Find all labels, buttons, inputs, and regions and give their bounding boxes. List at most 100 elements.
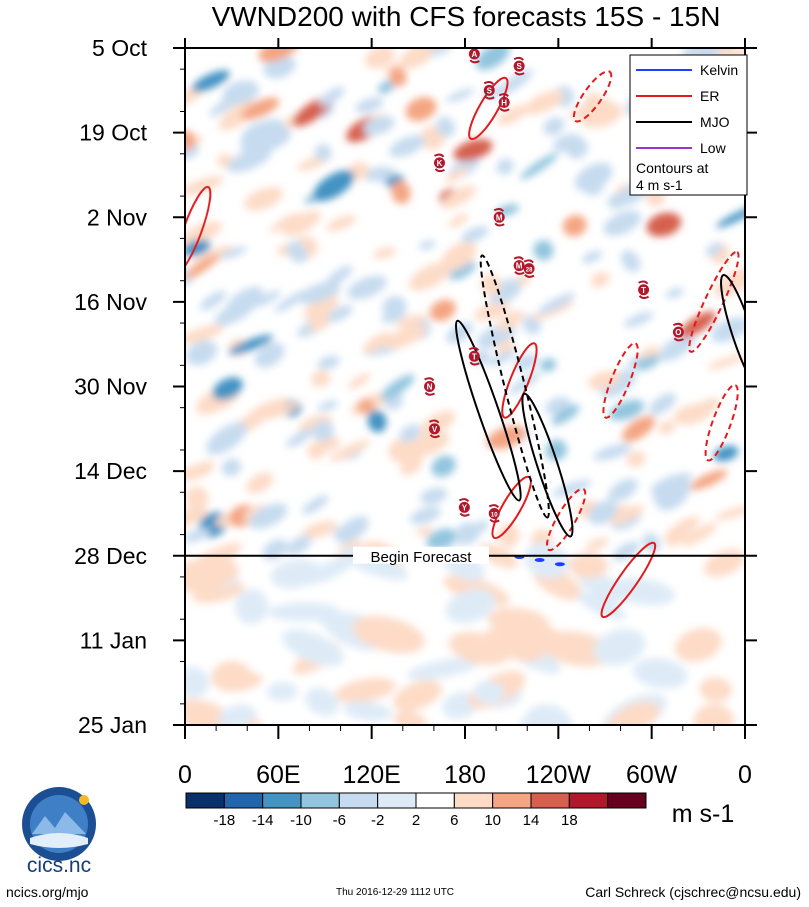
anomaly-blob — [335, 677, 396, 703]
storm-dot — [433, 157, 445, 169]
colorbar-label: 10 — [484, 812, 501, 829]
anomaly-blob — [185, 340, 218, 366]
colorbar-cell — [300, 792, 340, 809]
anomaly-blob — [496, 104, 529, 126]
footer-url[interactable]: ncics.org/mjo — [6, 884, 89, 900]
anomaly-blob — [436, 116, 456, 138]
storm-swirl — [468, 347, 480, 366]
anomaly-blob — [699, 677, 732, 702]
storm-swirl — [424, 377, 435, 396]
anomaly-blob — [713, 445, 739, 462]
anomaly-blob — [352, 615, 425, 654]
anomaly-blob — [363, 116, 395, 136]
anomaly-blob — [357, 398, 374, 414]
anomaly-blob — [608, 701, 660, 725]
anomaly-blob — [441, 185, 476, 209]
anomaly-blob — [496, 158, 514, 175]
anomaly-blob — [405, 97, 437, 122]
colorbar-cell — [338, 792, 379, 809]
anomaly-blob — [562, 215, 587, 237]
anomaly-blob — [254, 342, 285, 368]
y-tick-label: 25 Jan — [78, 712, 147, 738]
anomaly-blob — [621, 505, 645, 520]
anomaly-blob — [185, 557, 239, 592]
er-contour — [688, 250, 740, 353]
anomaly-blob — [540, 358, 557, 372]
anomaly-blob — [395, 314, 427, 328]
colorbar-cell — [568, 792, 609, 809]
storm-marker: T — [468, 347, 480, 366]
forecast-label-bg — [353, 546, 489, 564]
anomaly-blob — [389, 135, 426, 158]
storm-swirl — [523, 259, 535, 278]
anomaly-blob — [497, 310, 524, 332]
storm-marker: A — [468, 48, 480, 64]
storm-swirl — [429, 419, 440, 439]
legend-box — [629, 54, 748, 196]
colorbar-label: -18 — [213, 812, 235, 829]
anomaly-blob — [285, 428, 315, 448]
anomaly-blob — [263, 402, 301, 420]
anomaly-blob — [585, 537, 609, 551]
anomaly-blob — [298, 414, 333, 433]
anomaly-blob — [244, 187, 283, 211]
y-tick-label: 19 Oct — [79, 120, 147, 146]
x-tick-label: 120E — [342, 761, 400, 789]
storm-marker: K — [433, 153, 445, 173]
anomaly-blob — [393, 710, 428, 725]
storm-swirl — [458, 498, 470, 517]
anomaly-blob — [663, 516, 700, 543]
anomaly-blob — [650, 473, 693, 494]
anomaly-blob — [302, 495, 329, 515]
anomaly-blob — [307, 442, 325, 460]
storm-label: O — [675, 328, 681, 337]
anomaly-blob — [624, 311, 654, 328]
anomaly-blob — [185, 143, 200, 160]
storm-marker: Y — [458, 498, 470, 517]
anomaly-blob — [303, 295, 339, 321]
storm-marker: S — [483, 81, 495, 100]
anomaly-blob — [508, 371, 541, 395]
storm-dot — [468, 350, 480, 362]
storm-label: 10 — [491, 512, 498, 518]
storm-swirl — [513, 256, 525, 275]
anomaly-blob — [399, 457, 423, 476]
anomaly-blob — [381, 310, 406, 323]
anomaly-blob — [620, 250, 641, 273]
anomaly-blob — [449, 213, 469, 228]
colorbar-label: -10 — [290, 812, 312, 829]
storm-dot — [458, 501, 470, 513]
anomaly-blob — [524, 90, 565, 115]
mjo-contour — [521, 392, 574, 538]
er-contour — [545, 487, 587, 552]
anomaly-blob — [383, 325, 427, 349]
storm-dot — [429, 423, 441, 435]
anomaly-blob — [185, 486, 209, 510]
anomaly-blob — [208, 90, 247, 117]
anomaly-blob — [318, 86, 345, 107]
anomaly-blob — [499, 635, 547, 662]
anomaly-blob — [524, 542, 569, 579]
colorbar-cell — [223, 792, 264, 809]
anomaly-blob — [593, 628, 646, 666]
er-contour — [572, 70, 613, 123]
storm-label: N — [427, 383, 433, 392]
anomaly-blob — [581, 250, 603, 264]
anomaly-blob — [317, 400, 339, 411]
storm-marker: 10 — [488, 504, 500, 523]
er-contour — [602, 342, 639, 419]
anomaly-blob — [679, 311, 716, 339]
storm-marker: S — [513, 56, 525, 76]
anomaly-blob — [658, 420, 675, 435]
storm-marker: M — [493, 207, 505, 227]
anomaly-blob — [391, 180, 411, 204]
anomaly-blob — [537, 292, 575, 315]
mjo-contour — [720, 273, 745, 391]
anomaly-blob — [355, 97, 384, 113]
anomaly-blob — [332, 520, 360, 536]
anomaly-blob — [475, 48, 510, 71]
anomaly-blob — [408, 261, 453, 291]
colorbar-label: 2 — [412, 812, 420, 829]
anomaly-blob — [266, 682, 298, 701]
y-tick-label: 30 Nov — [74, 374, 147, 400]
